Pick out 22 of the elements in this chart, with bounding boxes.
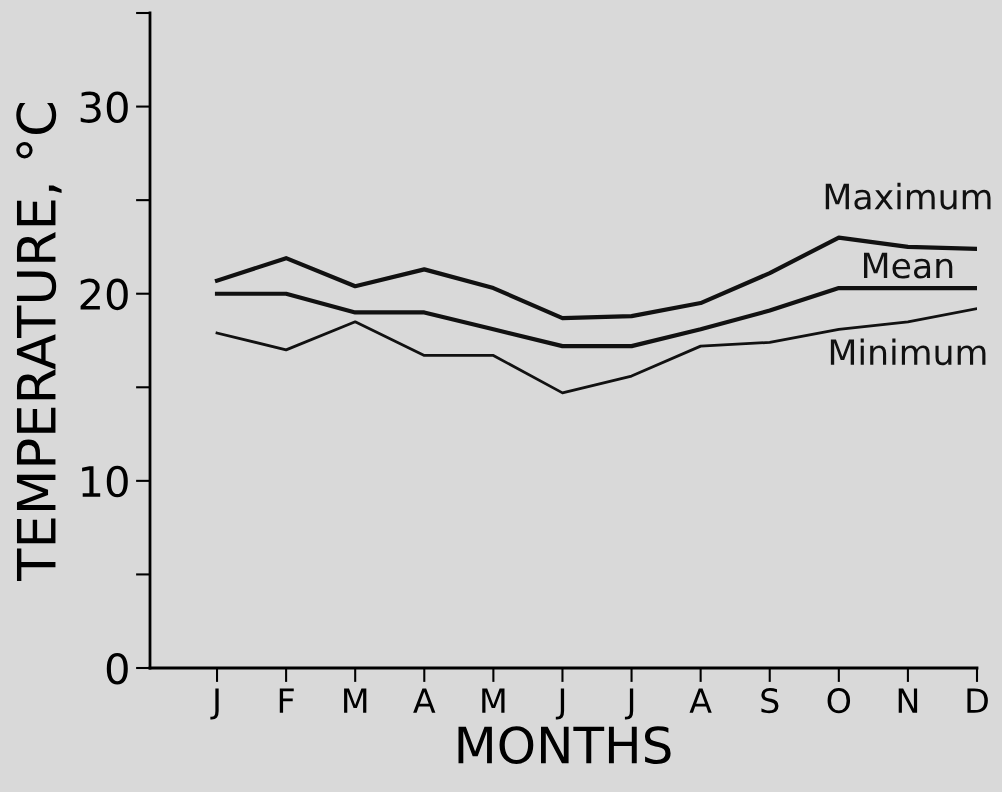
x-tick-label: M — [482, 688, 505, 713]
x-tick-label: F — [279, 688, 294, 713]
x-tick-label: J — [210, 688, 219, 720]
line-series — [214, 235, 977, 321]
x-tick-label: D — [967, 688, 988, 713]
y-axis-title: TEMPERATURE, °C — [16, 103, 62, 581]
x-tick-label: A — [689, 688, 712, 713]
x-axis-title: MONTHS — [458, 726, 671, 764]
x-tick-label: N — [898, 688, 918, 713]
y-tick-label: 30 — [80, 91, 128, 123]
y-tick-label: 10 — [82, 465, 128, 498]
y-tick-label: 20 — [80, 278, 128, 311]
series-label: Minimum — [830, 338, 986, 366]
x-tick-label: J — [624, 688, 634, 720]
y-tick-label: 0 — [106, 652, 128, 685]
x-tick-label: O — [827, 688, 851, 714]
series-label: Maximum — [825, 182, 991, 210]
x-tick-label: M — [344, 688, 367, 713]
x-tick-label: A — [413, 688, 436, 713]
series-label: Mean — [864, 252, 953, 279]
x-tick-label: S — [761, 688, 779, 714]
x-tick-label: J — [555, 688, 565, 720]
